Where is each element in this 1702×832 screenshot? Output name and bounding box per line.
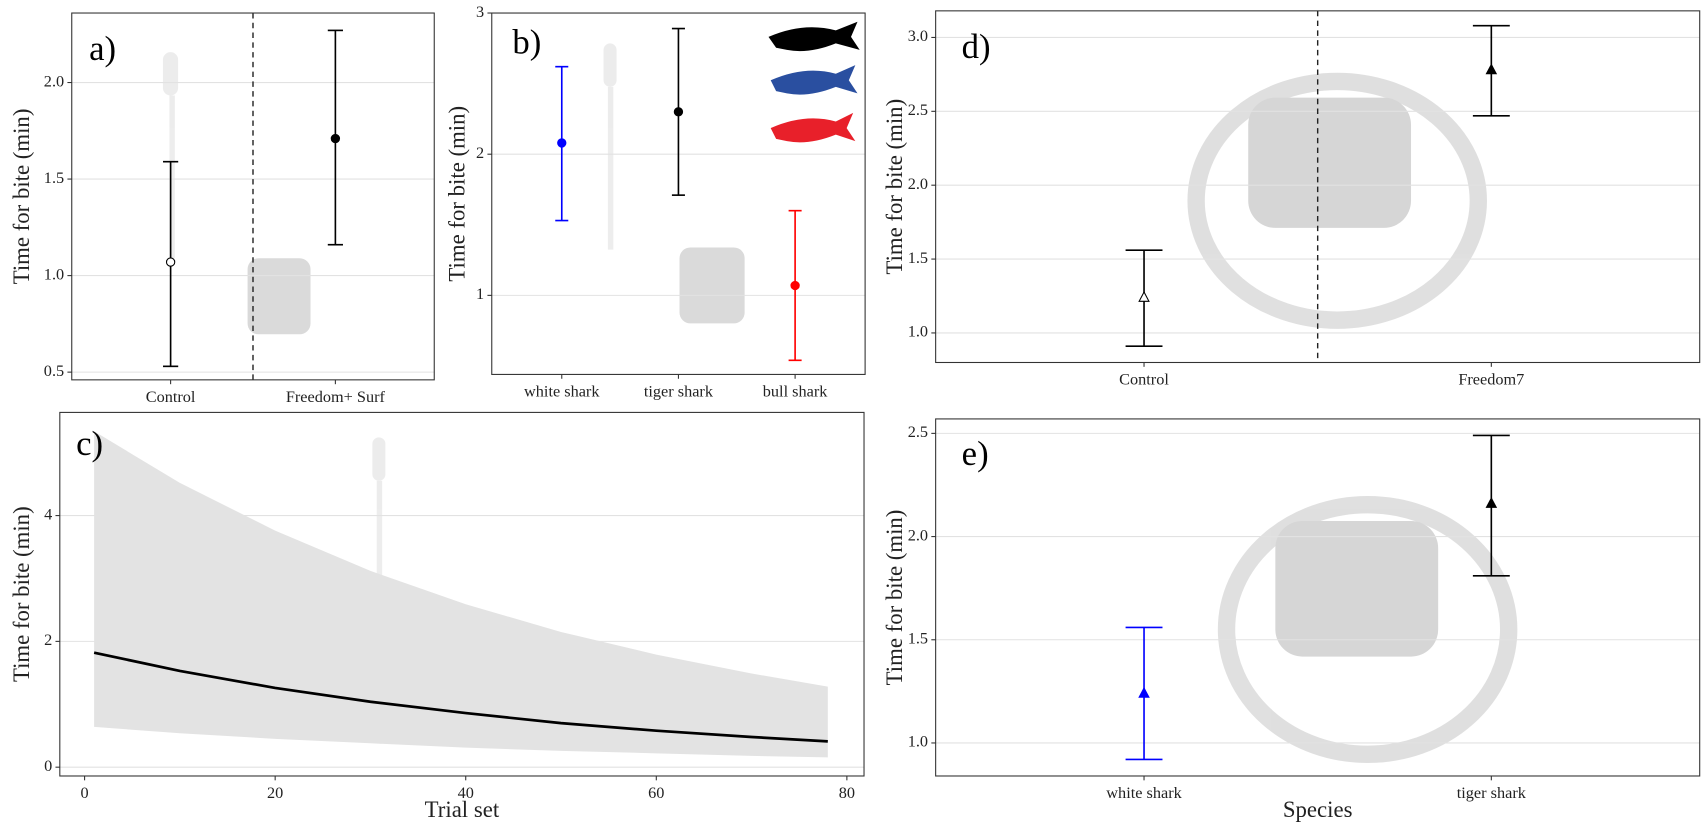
plot-border [935, 10, 1701, 364]
panel-label: d) [962, 27, 991, 66]
point [673, 107, 684, 117]
x-tick-label: Freedom+ Surf [286, 388, 386, 406]
x-tick-label: Control [1119, 371, 1169, 389]
y-tick-label: 1.0 [44, 265, 64, 283]
y-tick-label: 2 [476, 144, 484, 162]
x-tick-label: white shark [1106, 784, 1182, 802]
point [1138, 290, 1150, 302]
y-tick-label: 2.5 [908, 423, 928, 441]
y-tick-label: 1.5 [908, 630, 928, 648]
x-tick-label: 0 [81, 784, 89, 802]
y-tick-label: 0.5 [44, 362, 64, 380]
point [165, 257, 176, 267]
x-tick-label: bull shark [763, 383, 828, 401]
point [1138, 686, 1150, 698]
shark-icon [768, 21, 860, 52]
x-tick-label: Freedom7 [1458, 371, 1524, 389]
y-axis-title: Time for bite (min) [882, 510, 907, 686]
point [1485, 63, 1498, 75]
y-tick-label: 2 [44, 631, 52, 649]
device-photo [247, 258, 311, 335]
plot-border [71, 12, 435, 381]
x-tick-label: tiger shark [1457, 784, 1527, 802]
device-photo [603, 43, 617, 87]
y-tick-label: 0 [44, 757, 52, 775]
device-photo [1187, 72, 1487, 329]
plot-border [59, 411, 865, 777]
device-photo [169, 95, 175, 259]
panel-label: c) [76, 424, 103, 463]
confidence-band [94, 431, 828, 758]
point [330, 133, 341, 144]
panel-label: e) [962, 434, 989, 473]
panel-label: b) [512, 23, 541, 62]
x-tick-label: tiger shark [644, 383, 714, 401]
plot-border [491, 12, 866, 375]
y-axis-title: Time for bite (min) [882, 99, 907, 275]
y-axis-title: Time for bite (min) [9, 109, 34, 285]
device-photo [162, 52, 179, 96]
y-tick-label: 1.0 [908, 733, 928, 751]
device-photo [607, 86, 614, 250]
point [557, 138, 567, 148]
device-photo [679, 247, 745, 324]
y-tick-label: 1 [476, 285, 484, 303]
y-axis-title: Time for bite (min) [9, 506, 34, 682]
device-photo [1248, 97, 1412, 228]
y-axis-title: Time for bite (min) [444, 106, 469, 282]
x-tick-label: 60 [648, 784, 664, 802]
x-tick-label: Control [146, 388, 196, 406]
device-photo [372, 437, 386, 481]
device-photo [1275, 520, 1439, 657]
y-tick-label: 2.0 [44, 72, 64, 90]
fit-line [93, 651, 828, 743]
plot-border [935, 418, 1701, 777]
y-tick-label: 2.0 [908, 175, 928, 193]
x-tick-label: 40 [458, 784, 474, 802]
y-tick-label: 1.5 [44, 169, 64, 187]
device-photo [1217, 495, 1518, 763]
y-tick-label: 3.0 [908, 27, 928, 45]
panel-label: a) [89, 29, 116, 68]
shark-icons [768, 21, 860, 143]
point [1485, 496, 1498, 508]
shark-icon [770, 65, 858, 95]
y-tick-label: 2.5 [908, 101, 928, 119]
y-tick-label: 2.0 [908, 526, 928, 544]
y-tick-label: 3 [476, 3, 484, 21]
x-tick-label: 20 [267, 784, 283, 802]
y-tick-label: 1.0 [908, 323, 928, 341]
point [790, 280, 800, 291]
shark-icon [770, 112, 856, 143]
y-tick-label: 1.5 [908, 249, 928, 267]
device-photo [376, 480, 383, 644]
y-tick-label: 4 [44, 505, 52, 523]
x-axis-title: Trial set [425, 797, 500, 822]
x-tick-label: white shark [524, 383, 600, 401]
x-tick-label: 80 [839, 784, 855, 802]
x-axis-title: Species [1283, 797, 1353, 822]
